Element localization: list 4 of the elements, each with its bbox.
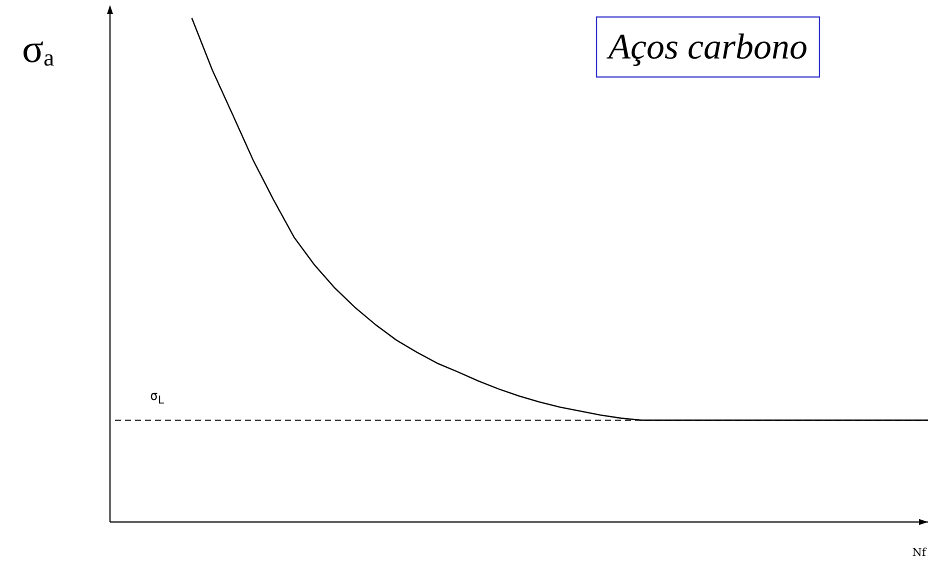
annotation: Aços carbono — [606, 26, 808, 66]
ref-line-label: σ$_{L}$ — [150, 389, 164, 407]
y-axis-title: σₐ — [22, 26, 55, 71]
x-axis-title: Nf — [912, 546, 927, 559]
